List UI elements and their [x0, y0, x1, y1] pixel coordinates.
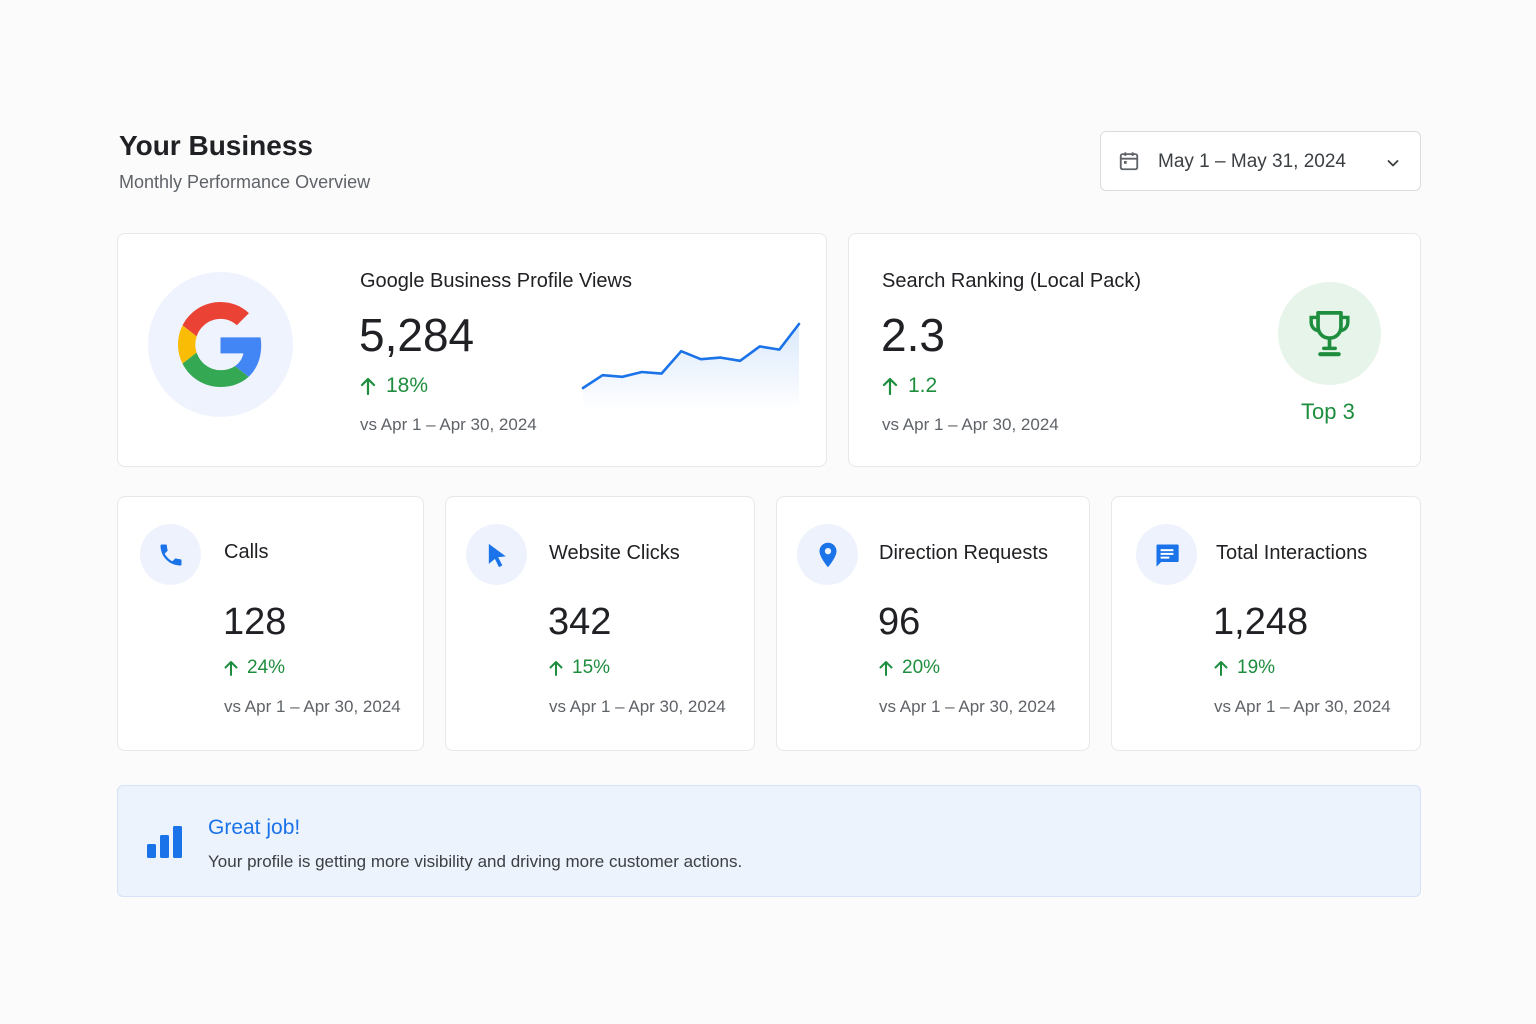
chat-icon — [1156, 544, 1179, 567]
metric-delta: 20% — [879, 657, 940, 679]
metric-delta: 24% — [224, 657, 285, 679]
sparkline-line — [581, 322, 801, 390]
success-banner: Great job! Your profile is getting more … — [117, 785, 1421, 897]
arrow-up-icon — [882, 377, 898, 395]
search-ranking-delta: 1.2 — [882, 374, 937, 398]
metric-delta-value: 20% — [902, 657, 941, 678]
phone-icon — [160, 544, 182, 566]
metric-card-website-clicks: Website Clicks 342 15% vs Apr 1 – Apr 30… — [445, 496, 755, 751]
banner-text: Your profile is getting more visibility … — [208, 852, 743, 871]
profile-views-delta: 18% — [360, 374, 428, 398]
google-logo-icon — [178, 302, 262, 387]
profile-views-label: Google Business Profile Views — [360, 270, 632, 292]
cursor-icon — [488, 543, 506, 568]
website-clicks-icon-badge — [466, 524, 527, 585]
total-interactions-icon-badge — [1136, 524, 1197, 585]
profile-views-card: Google Business Profile Views 5,284 18% … — [117, 233, 827, 467]
chevron-down-icon — [1385, 155, 1401, 176]
profile-views-value: 5,284 — [359, 309, 475, 361]
metric-delta: 15% — [549, 657, 610, 679]
page-subtitle: Monthly Performance Overview — [119, 172, 371, 192]
date-range-label: May 1 – May 31, 2024 — [1158, 151, 1346, 172]
top-rank-badge-label: Top 3 — [1301, 399, 1355, 424]
google-logo-badge — [148, 272, 293, 417]
metric-value: 1,248 — [1213, 601, 1309, 643]
location-pin-icon — [819, 542, 837, 568]
metric-label: Website Clicks — [549, 542, 680, 564]
search-ranking-delta-value: 1.2 — [908, 374, 938, 397]
page-title: Your Business — [119, 130, 313, 161]
metric-label: Total Interactions — [1216, 542, 1368, 564]
metric-card-total-interactions: Total Interactions 1,248 19% vs Apr 1 – … — [1111, 496, 1421, 751]
metric-delta-value: 15% — [572, 657, 611, 678]
profile-views-compare: vs Apr 1 – Apr 30, 2024 — [360, 415, 537, 434]
metric-compare: vs Apr 1 – Apr 30, 2024 — [1214, 697, 1391, 716]
profile-views-sparkline — [581, 322, 801, 410]
metric-value: 96 — [878, 601, 921, 643]
metric-delta-value: 24% — [247, 657, 286, 678]
metric-card-direction-requests: Direction Requests 96 20% vs Apr 1 – Apr… — [776, 496, 1090, 751]
metric-delta-value: 19% — [1237, 657, 1276, 678]
trophy-icon — [1309, 311, 1350, 357]
search-ranking-label: Search Ranking (Local Pack) — [882, 270, 1142, 292]
direction-requests-icon-badge — [797, 524, 858, 585]
metric-label: Direction Requests — [879, 542, 1048, 564]
arrow-up-icon — [360, 377, 376, 395]
metric-label: Calls — [224, 541, 269, 563]
trophy-badge — [1278, 282, 1381, 385]
arrow-up-icon — [879, 661, 893, 676]
search-ranking-value: 2.3 — [881, 309, 945, 361]
arrow-up-icon — [549, 661, 563, 676]
search-ranking-compare: vs Apr 1 – Apr 30, 2024 — [882, 415, 1059, 434]
arrow-up-icon — [1214, 661, 1228, 676]
metric-compare: vs Apr 1 – Apr 30, 2024 — [879, 697, 1056, 716]
calendar-icon — [1118, 150, 1140, 177]
metric-compare: vs Apr 1 – Apr 30, 2024 — [549, 697, 726, 716]
sparkline-area — [583, 324, 799, 410]
metric-value: 342 — [548, 601, 612, 643]
metric-value: 128 — [223, 601, 287, 643]
metric-card-calls: Calls 128 24% vs Apr 1 – Apr 30, 2024 — [117, 496, 424, 751]
calls-icon-badge — [140, 524, 201, 585]
date-range-picker[interactable]: May 1 – May 31, 2024 — [1100, 131, 1421, 191]
profile-views-delta-value: 18% — [386, 374, 429, 397]
metric-compare: vs Apr 1 – Apr 30, 2024 — [224, 697, 401, 716]
arrow-up-icon — [224, 661, 238, 676]
bar-chart-icon — [147, 826, 182, 858]
metric-delta: 19% — [1214, 657, 1275, 679]
banner-title: Great job! — [208, 816, 301, 839]
search-ranking-card: Search Ranking (Local Pack) 2.3 1.2 vs A… — [848, 233, 1421, 467]
